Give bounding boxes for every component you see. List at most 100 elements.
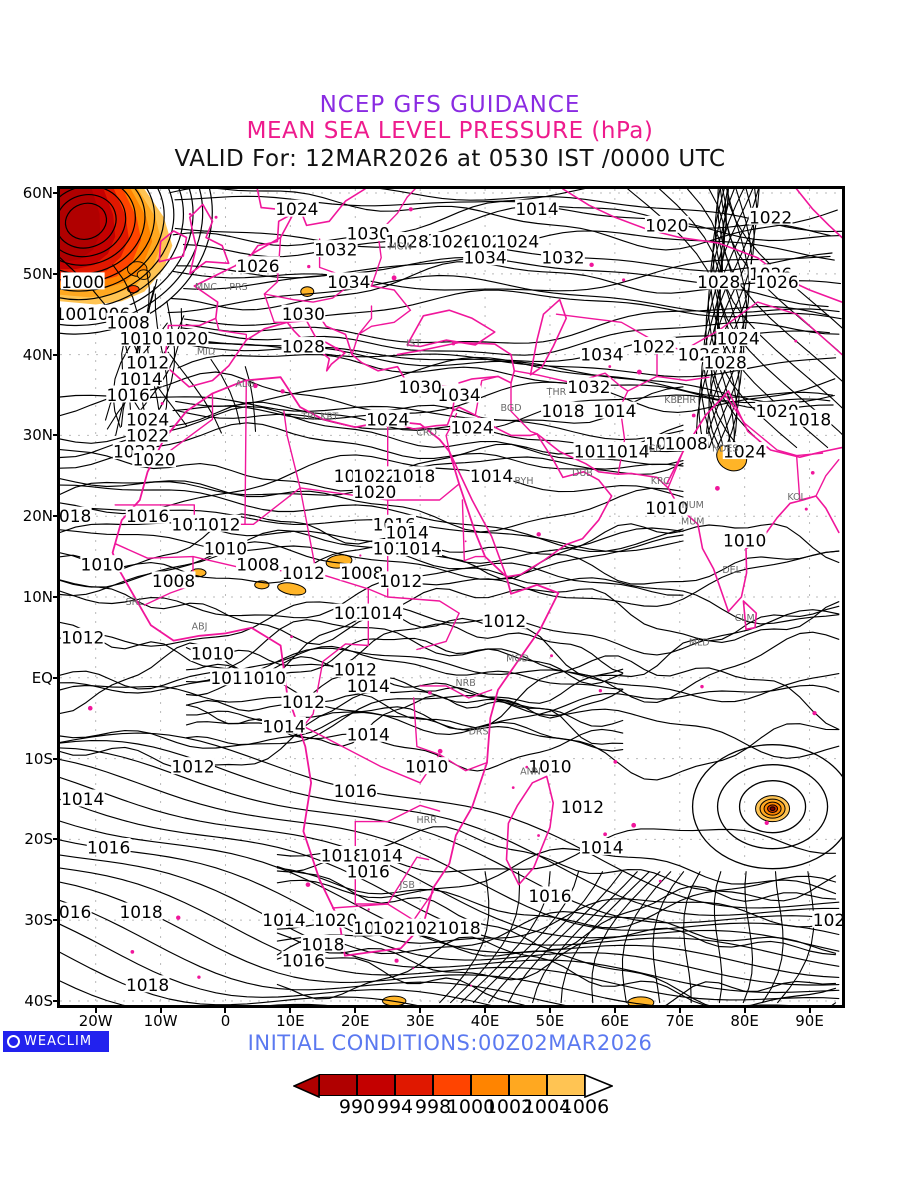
isobar-label: 1018 [788,410,831,430]
isobar-label-bg [60,506,92,524]
island-speck [464,540,467,543]
isobar [112,329,142,428]
isobar-low-ring [64,202,108,240]
island-speck [613,760,618,764]
cyclone-ring [769,806,776,811]
isobar-label: 1020 [165,329,208,349]
coastline [158,230,188,263]
isobar [777,871,815,1004]
station-label: ANN [520,767,541,778]
isobar-label-bg [515,199,559,217]
isobar-label: 1012 [379,572,422,592]
isobar-label: 1010 [405,758,448,778]
y-axis-tick [53,434,59,437]
isobar-label: 1014 [347,725,390,745]
isobar-label: 1020 [645,216,688,236]
station-label: PHR [677,395,697,406]
isobar-label-bg [378,571,423,589]
isobar [722,189,842,382]
isobar-label-bg [281,951,326,969]
isobar-label: 1028 [697,273,740,293]
isobar-label: 1010 [723,531,766,551]
colorbar-tick: 1002 [484,1096,534,1118]
island-speck [130,950,135,954]
isobar [532,871,638,1004]
island-speck [608,365,612,368]
x-axis-tick [419,1006,422,1013]
isobar-low-ring [60,189,165,292]
island-speck [589,262,594,268]
isobar-label-bg [391,466,436,484]
isobar-label-bg [812,910,842,928]
isobar [210,358,241,425]
coastline [351,305,373,356]
island-speck [700,684,704,689]
isobar-label-bg [164,328,209,346]
coastline [510,382,538,435]
isobar-label: 1014 [470,467,513,487]
isobar-label: 1018 [541,402,584,422]
isobar-label: 1010 [204,540,247,560]
isobar-label: 1010 [645,499,688,519]
isobar [60,854,840,994]
isobar-label-bg [106,312,151,330]
station-label: DRS [469,726,489,737]
coastline [215,317,247,341]
coastline [387,483,460,501]
station-label: CLM [735,613,755,624]
station-label: NDES [712,444,738,455]
isobar [60,899,566,1005]
isobar [652,871,685,1004]
weaclim-label: WEACLIM [24,1034,93,1049]
isobar [718,189,842,436]
isobar-low-ring [60,189,136,266]
colorbar-tick: 1000 [446,1096,496,1118]
isobar-label-bg [528,757,572,775]
isobar-label: 1008 [236,556,279,576]
isobar-label: 1012 [282,564,325,584]
island-speck [764,820,769,825]
isobar-label-bg [528,886,572,904]
isobar-label-bg [592,401,637,419]
x-axis-label: 50E [535,1012,565,1030]
coastline [461,499,486,562]
initial-conditions-label: INITIAL CONDITIONS:00Z02MAR2026 [247,1031,653,1055]
map-frame: 1024 1014 1022 1020 1030 1032 1028 1026 1021 1024… [57,186,845,1008]
isobar-label-bg [119,902,164,920]
coastline [448,406,613,578]
isobar [621,871,672,1004]
isobar-label: 1012 [126,354,169,374]
island-speck [394,958,399,963]
isobar [185,711,624,752]
isobar [172,200,831,247]
isobar-label-bg [495,232,540,250]
station-label: MLD [689,637,710,648]
weaclim-watermark: WEACLIM [3,1031,109,1052]
station-label: HRR [416,815,437,826]
isobar [276,936,837,1005]
isobar-label-bg [703,353,748,371]
isobar [507,871,623,1004]
isobar [60,480,684,533]
isobar-label-bg [242,668,287,686]
isobar-label: 1008 [665,434,708,454]
island-speck [280,389,285,394]
isobar-label: 1014 [386,523,429,543]
y-axis-label: 10N [22,588,53,606]
isobar-label-bg [469,466,514,484]
y-axis-label: 30N [22,426,53,445]
coastline [256,189,262,209]
isobar [185,305,830,344]
isobar-label: 1016 [347,863,390,883]
isobar-label-bg [125,506,170,524]
x-axis-tick [289,1006,292,1013]
isobar-label: 1010 [528,758,571,778]
isobar-label-bg [567,377,611,395]
isobar [185,675,624,719]
isobar-label: 1022 [126,426,169,446]
isobar-label: 1012 [197,515,240,535]
island-speck [537,834,540,837]
colorbar-segment [357,1074,395,1096]
colorbar-arrows [293,1074,613,1098]
